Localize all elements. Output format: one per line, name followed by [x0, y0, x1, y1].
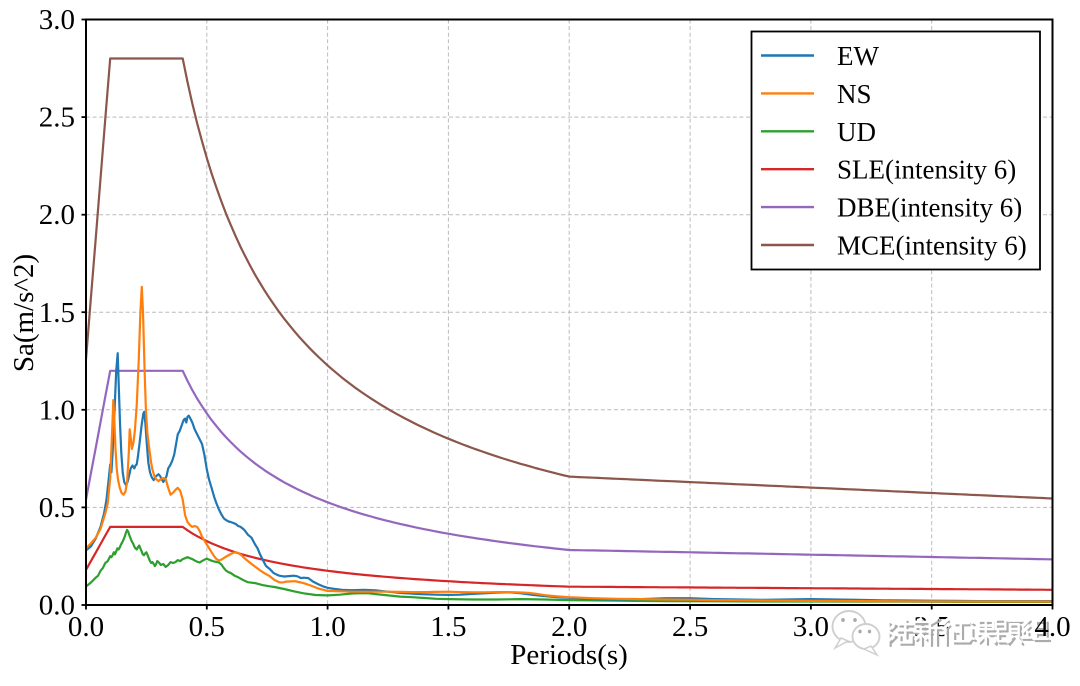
svg-text:1.0: 1.0	[39, 394, 75, 426]
svg-text:NS: NS	[837, 79, 872, 109]
svg-text:DBE(intensity 6): DBE(intensity 6)	[837, 193, 1022, 223]
svg-text:0.5: 0.5	[39, 492, 75, 524]
svg-text:MCE(intensity 6): MCE(intensity 6)	[837, 231, 1027, 261]
svg-text:2.5: 2.5	[39, 102, 75, 134]
svg-text:Periods(s): Periods(s)	[510, 639, 628, 671]
svg-text:3.0: 3.0	[793, 611, 829, 643]
svg-text:0.5: 0.5	[189, 611, 225, 643]
svg-text:UD: UD	[837, 117, 876, 147]
svg-text:2.0: 2.0	[551, 611, 587, 643]
svg-text:0.0: 0.0	[68, 611, 104, 643]
svg-text:3.0: 3.0	[39, 4, 75, 36]
svg-text:0.0: 0.0	[39, 590, 75, 622]
svg-text:1.0: 1.0	[309, 611, 345, 643]
svg-text:2.5: 2.5	[672, 611, 708, 643]
svg-text:4.0: 4.0	[1034, 611, 1070, 643]
svg-text:Sa(m/s^2): Sa(m/s^2)	[8, 254, 40, 372]
svg-text:1.5: 1.5	[430, 611, 466, 643]
svg-text:EW: EW	[837, 41, 879, 71]
svg-text:1.5: 1.5	[39, 297, 75, 329]
svg-text:2.0: 2.0	[39, 199, 75, 231]
svg-text:SLE(intensity 6): SLE(intensity 6)	[837, 155, 1016, 185]
